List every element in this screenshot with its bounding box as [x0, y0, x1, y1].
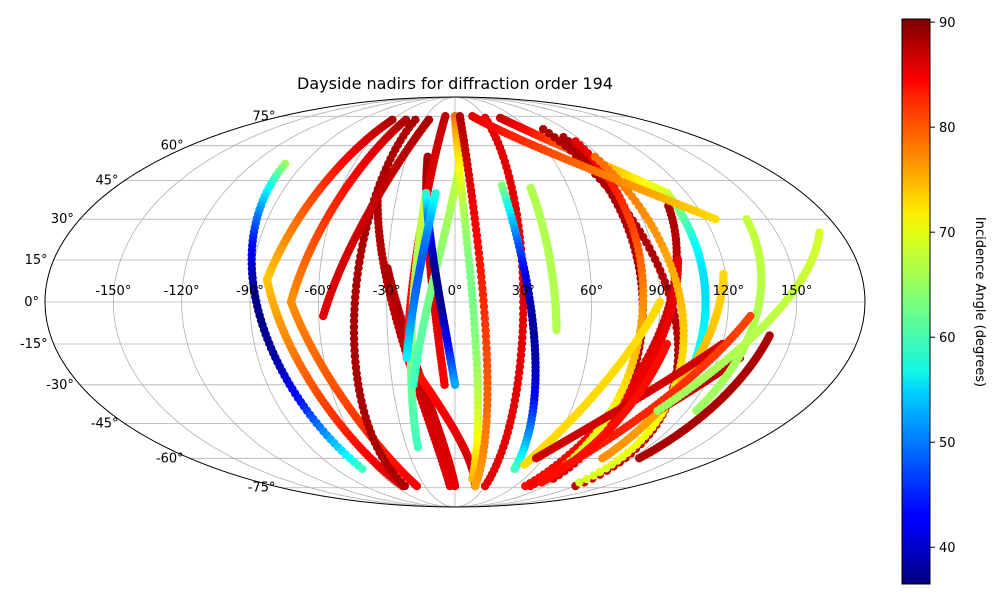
nadir-point [531, 454, 541, 463]
colorbar-label: Incidence Angle (degrees) [972, 217, 987, 387]
longitude-tick-label: -90° [236, 284, 264, 299]
nadir-point [518, 321, 528, 330]
nadir-point [481, 326, 490, 335]
nadir-point [358, 464, 367, 474]
nadir-point [450, 380, 460, 390]
longitude-tick-label: 60° [580, 284, 603, 299]
nadir-track [531, 339, 727, 463]
nadir-point [481, 332, 491, 341]
nadir-point [412, 481, 422, 491]
latitude-tick-label: -60° [156, 451, 184, 466]
latitude-tick-label: 45° [96, 174, 119, 189]
nadir-point [470, 481, 480, 491]
nadir-point [350, 311, 359, 320]
nadir-track [286, 115, 411, 307]
longitude-gridline [112, 97, 456, 507]
nadir-track [520, 297, 665, 469]
nadir-point [520, 460, 529, 469]
colorbar-tick-label: 70 [939, 226, 956, 241]
longitude-gridline [181, 97, 456, 507]
colorbar-tick-label: 90 [939, 16, 956, 31]
nadir-track [262, 115, 397, 284]
nadir-point [482, 338, 491, 347]
longitude-tick-label: 90° [648, 284, 671, 299]
nadir-point [409, 380, 418, 390]
colorbar-tick-label: 40 [939, 541, 956, 556]
nadir-track [450, 112, 483, 483]
longitude-gridline [249, 97, 456, 507]
nadir-point [595, 467, 605, 477]
nadir-point [480, 481, 490, 491]
longitude-tick-label: -60° [304, 284, 332, 299]
longitude-tick-label: 30° [512, 284, 535, 299]
nadir-track [402, 188, 440, 362]
longitude-tick-label: 120° [713, 284, 744, 299]
nadir-point [552, 325, 561, 335]
nadir-point [480, 314, 490, 323]
nadir-point [482, 349, 491, 359]
longitude-tick-label: 150° [781, 284, 812, 299]
nadir-point [349, 328, 359, 338]
latitude-tick-label: 15° [25, 253, 48, 268]
latitude-tick-label: 30° [51, 212, 74, 227]
colorbar [901, 18, 931, 585]
longitude-gridline [454, 97, 729, 507]
nadir-track [497, 181, 540, 474]
nadir-point [450, 481, 460, 491]
latitude-tick-label: 60° [161, 139, 184, 154]
nadir-point [480, 308, 489, 317]
nadir-point [510, 464, 519, 474]
chart-title: Dayside nadirs for diffraction order 194 [297, 74, 613, 93]
nadir-point [519, 309, 528, 319]
colorbar-ticks: 40 50 60 70 80 90 [930, 16, 956, 556]
nadir-point [653, 406, 662, 416]
colorbar-tick-label: 50 [939, 436, 956, 451]
nadir-point [635, 454, 644, 463]
nadir-tracks [247, 112, 824, 491]
longitude-tick-label: -150° [95, 284, 131, 299]
nadir-point [601, 464, 611, 473]
nadir-point [319, 311, 328, 321]
latitude-tick-label: -30° [46, 378, 74, 393]
nadir-point [349, 316, 359, 326]
colorbar-tick-label: 80 [939, 121, 956, 136]
nadir-point [537, 478, 546, 487]
longitude-tick-label: 0° [448, 284, 463, 299]
nadir-point [575, 478, 584, 487]
longitude-tick-label: -120° [164, 284, 200, 299]
nadir-track [526, 183, 561, 335]
nadir-track [247, 159, 367, 474]
nadir-point [440, 380, 449, 390]
longitude-tick-label: -30° [373, 284, 401, 299]
nadir-point [479, 296, 488, 305]
longitude-gridline [454, 97, 798, 507]
latitude-tick-label: -75° [248, 481, 276, 496]
nadir-point [518, 315, 528, 325]
nadir-point [350, 305, 359, 314]
nadir-track [262, 275, 407, 491]
nadir-point [479, 302, 489, 311]
nadir-point [582, 474, 591, 484]
nadir-track [349, 115, 420, 491]
nadir-point [598, 454, 607, 463]
nadir-point [349, 322, 359, 332]
latitude-tick-label: -15° [20, 337, 48, 352]
nadir-point [519, 297, 528, 307]
nadir-point [526, 481, 535, 491]
nadir-point [481, 320, 490, 329]
nadir-point [519, 303, 528, 313]
nadir-track [455, 112, 492, 491]
nadir-point [400, 481, 409, 491]
nadir-point [413, 442, 423, 452]
colorbar-tick-label: 60 [939, 331, 956, 346]
nadir-point [402, 353, 411, 362]
latitude-tick-label: 0° [24, 295, 39, 310]
latitude-tick-label: 75° [252, 109, 275, 124]
nadir-point [711, 214, 720, 224]
nadir-point [589, 471, 598, 480]
latitude-tick-label: -45° [91, 416, 119, 431]
nadir-track [319, 115, 434, 321]
